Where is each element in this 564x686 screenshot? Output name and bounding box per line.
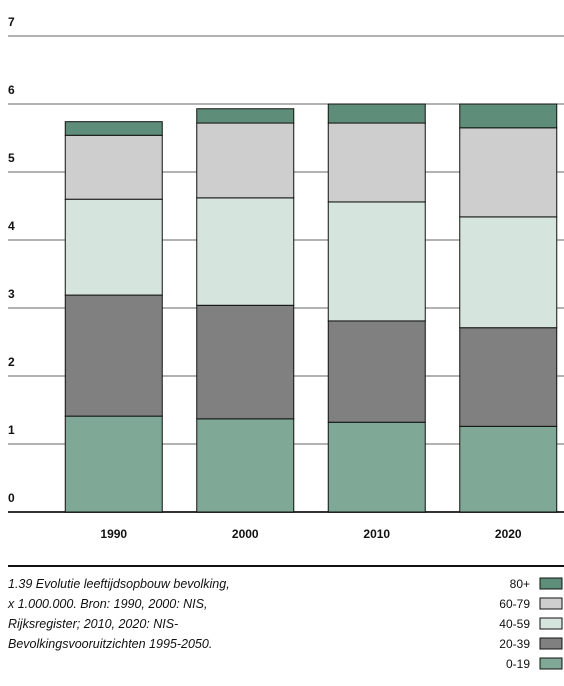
- bar-segment: [327, 103, 426, 124]
- bar-segment: [459, 327, 558, 427]
- legend-label: 60-79: [499, 597, 530, 611]
- x-tick-label: 2020: [495, 527, 522, 541]
- legend-label: 20-39: [499, 637, 530, 651]
- legend-label: 80+: [510, 577, 530, 591]
- bar-segment: [196, 122, 295, 199]
- bar-segment: [64, 415, 163, 513]
- y-tick-label: 7: [8, 15, 15, 29]
- bar-segment: [327, 421, 426, 513]
- x-tick-label: 2000: [232, 527, 259, 541]
- legend-label: 40-59: [499, 617, 530, 631]
- y-tick-label: 6: [8, 83, 15, 97]
- bar-segment: [196, 197, 295, 306]
- caption-line: 1.39 Evolutie leeftijdsopbouw bevolking,: [8, 577, 230, 591]
- legend-label: 0-19: [506, 657, 530, 671]
- bar-segment: [196, 304, 295, 420]
- legend-swatch: [539, 597, 563, 610]
- x-tick-label: 2010: [363, 527, 390, 541]
- legend-swatch: [539, 657, 563, 670]
- legend-swatch: [539, 577, 563, 590]
- bar-segment: [327, 122, 426, 203]
- bar-segment: [196, 108, 295, 124]
- bar-segment: [64, 134, 163, 200]
- bar-segment: [459, 103, 558, 129]
- y-tick-label: 2: [8, 355, 15, 369]
- caption-line: x 1.000.000. Bron: 1990, 2000: NIS,: [7, 597, 207, 611]
- legend-swatch: [539, 617, 563, 630]
- bar-segment: [459, 127, 558, 218]
- y-tick-label: 4: [8, 219, 15, 233]
- x-tick-label: 1990: [100, 527, 127, 541]
- caption-line: Bevolkingsvooruitzichten 1995-2050.: [8, 637, 212, 651]
- caption-line: Rijksregister; 2010, 2020: NIS-: [8, 617, 178, 631]
- bar-segment: [64, 121, 163, 136]
- bar-segment: [459, 425, 558, 513]
- legend-swatch: [539, 637, 563, 650]
- bar-segment: [64, 198, 163, 296]
- bar-segment: [196, 418, 295, 513]
- y-tick-label: 5: [8, 151, 15, 165]
- bar-segment: [64, 294, 163, 417]
- y-tick-label: 3: [8, 287, 15, 301]
- bar-segment: [459, 216, 558, 329]
- y-tick-label: 1: [8, 423, 15, 437]
- bar-segment: [327, 201, 426, 322]
- bar-segment: [327, 320, 426, 423]
- y-tick-label: 0: [8, 491, 15, 505]
